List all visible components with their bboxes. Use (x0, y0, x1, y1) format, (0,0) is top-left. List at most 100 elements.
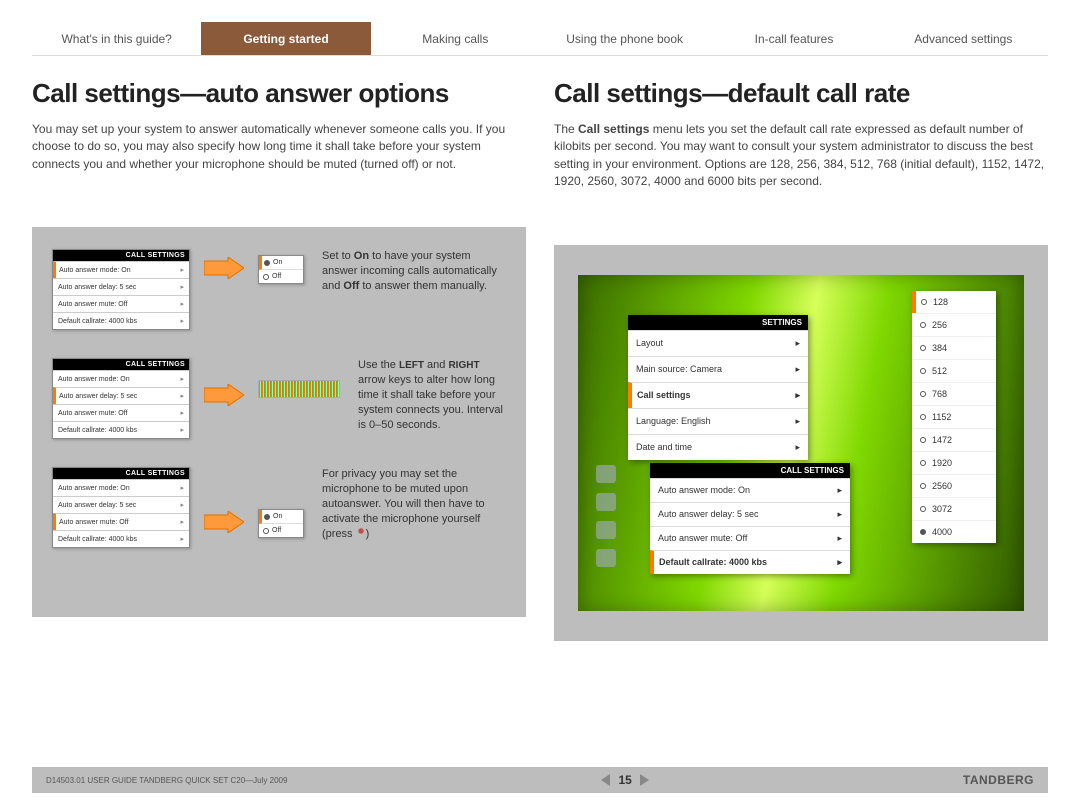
panel3-row-rate[interactable]: Default callrate: 4000 kbs▸ (53, 530, 189, 547)
right-intro: The Call settings menu lets you set the … (554, 121, 1048, 191)
panel1-row-mute[interactable]: Auto answer mute: Off▸ (53, 295, 189, 312)
settings-date-time[interactable]: Date and time▸ (628, 434, 808, 460)
option-on-2[interactable]: On (259, 510, 303, 524)
option-box-onoff: On Off (258, 255, 304, 284)
panel-header: CALL SETTINGS (53, 250, 189, 261)
settings-header: SETTINGS (628, 315, 808, 330)
settings-layout[interactable]: Layout▸ (628, 330, 808, 356)
page-nav: 15 (601, 773, 648, 787)
arrow-3 (204, 467, 244, 533)
rate-768[interactable]: 768 (912, 382, 996, 405)
mini-panel-3: CALL SETTINGS Auto answer mode: On▸ Auto… (52, 467, 190, 548)
panel1-row-rate[interactable]: Default callrate: 4000 kbs▸ (53, 312, 189, 329)
panel-header: CALL SETTINGS (53, 359, 189, 370)
rate-1920[interactable]: 1920 (912, 451, 996, 474)
rate-2560[interactable]: 2560 (912, 474, 996, 497)
tab-in-call[interactable]: In-call features (709, 22, 878, 55)
right-column: Call settings—default call rate The Call… (554, 78, 1048, 641)
help-text-3: For privacy you may set the microphone t… (318, 467, 506, 541)
panel2-row-rate[interactable]: Default callrate: 4000 kbs▸ (53, 421, 189, 438)
cs-rate[interactable]: Default callrate: 4000 kbs▸ (650, 550, 850, 574)
panel3-row-delay[interactable]: Auto answer delay: 5 sec▸ (53, 496, 189, 513)
left-column: Call settings—auto answer options You ma… (32, 78, 526, 641)
settings-language[interactable]: Language: English▸ (628, 408, 808, 434)
rate-1472[interactable]: 1472 (912, 428, 996, 451)
tab-advanced[interactable]: Advanced settings (879, 22, 1048, 55)
radio-empty-icon (920, 322, 926, 328)
arrow-2 (204, 358, 244, 406)
settings-main-source[interactable]: Main source: Camera▸ (628, 356, 808, 382)
page-footer: D14503.01 USER GUIDE TANDBERG QUICK SET … (32, 767, 1048, 793)
call-settings-submenu: CALL SETTINGS Auto answer mode: On▸ Auto… (650, 463, 850, 574)
settings-call-settings[interactable]: Call settings▸ (628, 382, 808, 408)
help-text-1: Set to On to have your system answer inc… (318, 249, 506, 294)
right-title: Call settings—default call rate (554, 78, 1048, 109)
delay-slider[interactable] (258, 380, 340, 398)
panel1-row-mode[interactable]: Auto answer mode: On▸ (53, 261, 189, 278)
rate-256[interactable]: 256 (912, 313, 996, 336)
microphone-icon (356, 527, 366, 537)
left-intro: You may set up your system to answer aut… (32, 121, 526, 173)
arrow-1 (204, 249, 244, 279)
tab-making-calls[interactable]: Making calls (371, 22, 540, 55)
option-box-onoff-2: On Off (258, 509, 304, 538)
option-on[interactable]: On (259, 256, 303, 270)
camera-icon (596, 521, 616, 539)
settings-menu: SETTINGS Layout▸ Main source: Camera▸ Ca… (628, 315, 808, 460)
mini-panel-2: CALL SETTINGS Auto answer mode: On▸ Auto… (52, 358, 190, 439)
cs-delay[interactable]: Auto answer delay: 5 sec▸ (650, 502, 850, 526)
option-off[interactable]: Off (259, 270, 303, 283)
prev-page-icon[interactable] (601, 774, 610, 786)
radio-empty-icon (921, 299, 927, 305)
panel2-row-delay[interactable]: Auto answer delay: 5 sec▸ (53, 387, 189, 404)
rate-4000[interactable]: 4000 (912, 520, 996, 543)
panel-header: CALL SETTINGS (53, 468, 189, 479)
panel1-row-delay[interactable]: Auto answer delay: 5 sec▸ (53, 278, 189, 295)
panel3-row-mode[interactable]: Auto answer mode: On▸ (53, 479, 189, 496)
left-title: Call settings—auto answer options (32, 78, 526, 109)
right-illustration-box: SETTINGS Layout▸ Main source: Camera▸ Ca… (554, 245, 1048, 641)
rate-1152[interactable]: 1152 (912, 405, 996, 428)
call-settings-header: CALL SETTINGS (650, 463, 850, 478)
brand-logo: TANDBERG (963, 773, 1034, 787)
left-icon-column (596, 465, 616, 567)
radio-empty-icon (920, 345, 926, 351)
radio-empty-icon (920, 368, 926, 374)
tv-screen-mock: SETTINGS Layout▸ Main source: Camera▸ Ca… (578, 275, 1024, 611)
radio-empty-icon (920, 506, 926, 512)
radio-filled-icon (264, 514, 270, 520)
doc-id: D14503.01 USER GUIDE TANDBERG QUICK SET … (46, 776, 287, 785)
rate-128[interactable]: 128 (912, 291, 996, 313)
rate-512[interactable]: 512 (912, 359, 996, 382)
panel3-row-mute[interactable]: Auto answer mute: Off▸ (53, 513, 189, 530)
rate-options-list: 128 256 384 512 768 1152 1472 1920 2560 … (912, 291, 996, 543)
radio-empty-icon (263, 528, 269, 534)
gear-icon (596, 549, 616, 567)
tab-getting-started[interactable]: Getting started (201, 22, 370, 55)
radio-empty-icon (920, 460, 926, 466)
radio-empty-icon (920, 437, 926, 443)
rate-3072[interactable]: 3072 (912, 497, 996, 520)
cs-mode[interactable]: Auto answer mode: On▸ (650, 478, 850, 502)
radio-empty-icon (263, 274, 269, 280)
top-tabs: What's in this guide? Getting started Ma… (32, 22, 1048, 56)
radio-empty-icon (920, 391, 926, 397)
help-text-2: Use the LEFT and RIGHT arrow keys to alt… (354, 358, 506, 432)
radio-empty-icon (920, 414, 926, 420)
radio-filled-icon (264, 260, 270, 266)
tab-whats-in-guide[interactable]: What's in this guide? (32, 22, 201, 55)
cs-mute[interactable]: Auto answer mute: Off▸ (650, 526, 850, 550)
tab-phone-book[interactable]: Using the phone book (540, 22, 709, 55)
page-number: 15 (618, 773, 631, 787)
panel2-row-mode[interactable]: Auto answer mode: On▸ (53, 370, 189, 387)
option-off-2[interactable]: Off (259, 524, 303, 537)
next-page-icon[interactable] (640, 774, 649, 786)
panel2-row-mute[interactable]: Auto answer mute: Off▸ (53, 404, 189, 421)
radio-filled-icon (920, 529, 926, 535)
mini-panel-1: CALL SETTINGS Auto answer mode: On▸ Auto… (52, 249, 190, 330)
rate-384[interactable]: 384 (912, 336, 996, 359)
radio-empty-icon (920, 483, 926, 489)
phone-icon (596, 465, 616, 483)
laptop-icon (596, 493, 616, 511)
left-illustration-box: CALL SETTINGS Auto answer mode: On▸ Auto… (32, 227, 526, 617)
